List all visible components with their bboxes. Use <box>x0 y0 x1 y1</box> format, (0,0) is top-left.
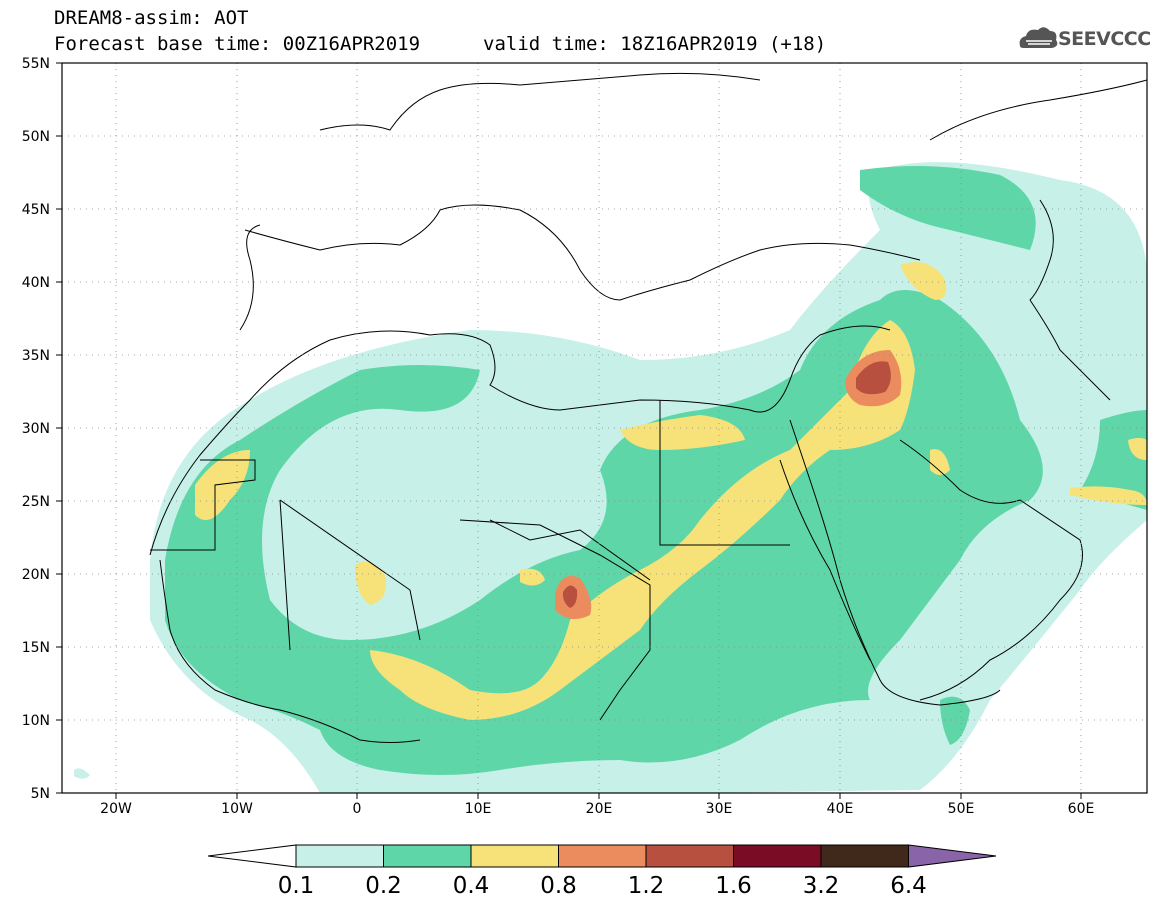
lon-label: 30E <box>706 801 733 817</box>
map-title: DREAM8-assim: AOT <box>54 7 249 29</box>
seevccc-logo: SEEVCCC <box>1058 28 1151 50</box>
lon-label: 50E <box>948 801 975 817</box>
coastlines <box>149 72 1147 743</box>
lat-label: 30N <box>22 421 50 437</box>
colorbar-label: 0.4 <box>453 873 490 899</box>
axis-ticks <box>56 62 1082 799</box>
lat-label: 5N <box>31 786 50 802</box>
colorbar-label: 0.2 <box>365 873 402 899</box>
colorbar-label: 0.8 <box>540 873 577 899</box>
lat-label: 15N <box>22 640 50 656</box>
lon-label: 20W <box>100 801 132 817</box>
valid-time: valid time: 18Z16APR2019 (+18) <box>483 33 827 55</box>
lat-label: 25N <box>22 494 50 510</box>
lat-label: 40N <box>22 275 50 291</box>
cloud-logo-icon <box>1019 27 1058 48</box>
colorbar-swatch <box>733 844 822 868</box>
lon-label: 10E <box>465 801 492 817</box>
colorbar-over-arrow <box>908 844 997 868</box>
lon-label: 60E <box>1068 801 1095 817</box>
lon-labels: 20W 10W 0 10E 20E 30E 40E 50E 60E <box>100 801 1094 817</box>
lon-label: 10W <box>221 801 253 817</box>
colorbar-swatch <box>383 844 472 868</box>
colorbar-swatch <box>558 844 647 868</box>
colorbar-label: 1.6 <box>715 873 752 899</box>
forecast-base-time: Forecast base time: 00Z16APR2019 <box>54 33 421 55</box>
lat-label: 45N <box>22 202 50 218</box>
colorbar-label: 1.2 <box>628 873 665 899</box>
colorbar-under-arrow <box>207 844 297 868</box>
lat-label: 10N <box>22 713 50 729</box>
lon-label: 20E <box>586 801 613 817</box>
colorbar-swatch <box>470 844 559 868</box>
lat-label: 35N <box>22 348 50 364</box>
colorbar-label: 6.4 <box>890 873 927 899</box>
lat-label: 20N <box>22 567 50 583</box>
grid-lines <box>62 63 1147 793</box>
lat-labels: 5N 10N 15N 20N 25N 30N 35N 40N 45N 50N 5… <box>22 56 50 802</box>
colorbar: 0.1 0.2 0.4 0.8 1.2 1.6 3.2 6.4 <box>207 844 997 899</box>
aot-field <box>74 162 1147 793</box>
colorbar-label: 3.2 <box>803 873 840 899</box>
colorbar-swatch <box>645 844 734 868</box>
colorbar-swatch <box>295 844 384 868</box>
colorbar-swatch <box>820 844 909 868</box>
lat-label: 50N <box>22 129 50 145</box>
lon-label: 0 <box>353 801 362 817</box>
colorbar-label: 0.1 <box>278 873 315 899</box>
lon-label: 40E <box>827 801 854 817</box>
lat-label: 55N <box>22 56 50 72</box>
